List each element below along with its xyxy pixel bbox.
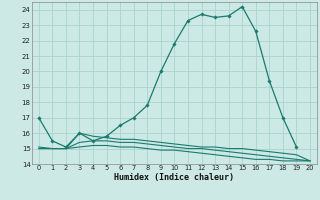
X-axis label: Humidex (Indice chaleur): Humidex (Indice chaleur) bbox=[115, 173, 234, 182]
